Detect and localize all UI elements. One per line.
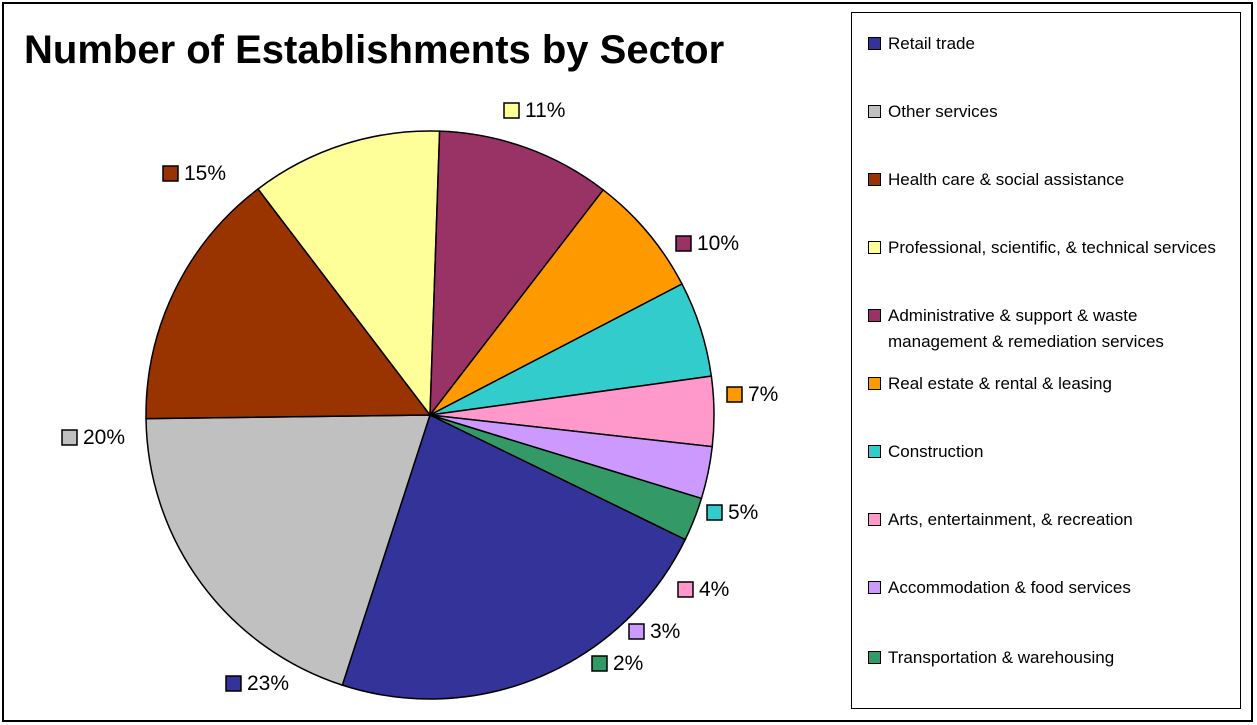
legend-label: Other services <box>888 102 998 121</box>
data-label-6: 5% <box>706 501 758 524</box>
legend-item-transportation: Transportation & warehousing <box>868 645 1238 671</box>
data-label-3: 11% <box>503 99 565 122</box>
legend-swatch <box>868 581 881 594</box>
data-label-key <box>726 386 743 403</box>
data-label-key <box>162 165 179 182</box>
legend-swatch <box>868 513 881 526</box>
legend-label: Accommodation & food services <box>888 578 1131 597</box>
legend-swatch <box>868 651 881 664</box>
data-label-key <box>591 655 608 672</box>
data-label-2: 15% <box>162 162 226 185</box>
data-label-text: 3% <box>650 620 680 643</box>
data-label-text: 15% <box>184 162 226 185</box>
data-label-0: 23% <box>225 672 289 695</box>
data-label-text: 5% <box>728 501 758 524</box>
data-label-text: 20% <box>83 426 125 449</box>
pie-slice-1 <box>145 414 432 687</box>
legend-item-professional-services: Professional, scientific, & technical se… <box>868 235 1238 261</box>
legend-swatch <box>868 309 881 322</box>
legend-item-other-services: Other services <box>868 99 1238 125</box>
data-label-key <box>503 102 520 119</box>
data-label-key <box>706 504 723 521</box>
legend-label: Arts, entertainment, & recreation <box>888 510 1133 529</box>
pie-slice-5 <box>429 188 684 416</box>
legend-label: Construction <box>888 442 984 461</box>
legend-item-construction: Construction <box>868 439 1238 465</box>
legend-item-real-estate: Real estate & rental & leasing <box>868 371 1238 397</box>
legend-label: Administrative & support & waste managem… <box>888 306 1164 351</box>
legend: Retail trade Other services Health care … <box>851 12 1241 709</box>
data-label-5: 7% <box>726 383 778 406</box>
data-label-key <box>61 429 78 446</box>
chart-title: Number of Establishments by Sector <box>24 28 725 72</box>
legend-item-accommodation-food: Accommodation & food services <box>868 575 1238 601</box>
data-label-text: 2% <box>613 652 643 675</box>
data-label-text: 7% <box>748 383 778 406</box>
pie-slice-4 <box>429 130 605 418</box>
data-label-9: 2% <box>591 652 643 675</box>
legend-swatch <box>868 241 881 254</box>
data-label-text: 10% <box>697 232 739 255</box>
pie-slice-0 <box>341 413 687 700</box>
pie-slice-3 <box>256 130 441 418</box>
legend-item-administrative-support: Administrative & support & waste managem… <box>868 303 1238 355</box>
data-label-4: 10% <box>675 232 739 255</box>
legend-item-health-care: Health care & social assistance <box>868 167 1238 193</box>
legend-label: Professional, scientific, & technical se… <box>888 238 1216 257</box>
data-label-8: 3% <box>628 620 680 643</box>
legend-swatch <box>868 105 881 118</box>
legend-swatch <box>868 37 881 50</box>
data-label-key <box>675 235 692 252</box>
legend-label: Real estate & rental & leasing <box>888 374 1112 393</box>
legend-item-retail-trade: Retail trade <box>868 31 1238 57</box>
data-label-key <box>677 581 694 598</box>
data-label-key <box>225 675 242 692</box>
data-label-text: 4% <box>699 578 729 601</box>
pie-slice-2 <box>145 187 432 420</box>
pie-slice-9 <box>429 414 703 541</box>
data-label-1: 20% <box>61 426 125 449</box>
data-label-text: 11% <box>525 99 565 122</box>
legend-label: Transportation & warehousing <box>888 648 1115 667</box>
legend-swatch <box>868 173 881 186</box>
legend-swatch <box>868 445 881 458</box>
data-label-7: 4% <box>677 578 729 601</box>
legend-label: Retail trade <box>888 34 975 53</box>
legend-item-arts-entertainment: Arts, entertainment, & recreation <box>868 507 1238 533</box>
data-label-key <box>628 623 645 640</box>
legend-swatch <box>868 377 881 390</box>
legend-label: Health care & social assistance <box>888 170 1125 189</box>
data-label-text: 23% <box>247 672 289 695</box>
